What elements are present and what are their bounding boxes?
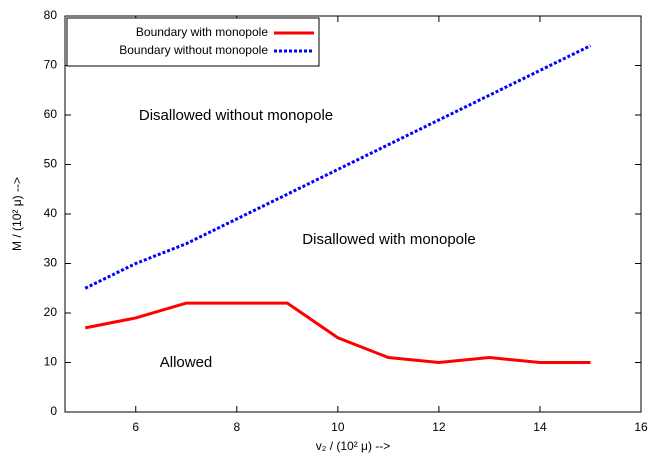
y-tick-label: 20	[44, 305, 58, 319]
annotation: Disallowed without monopole	[139, 107, 333, 124]
y-tick-label: 10	[44, 355, 58, 369]
legend-label: Boundary without monopole	[119, 43, 268, 57]
y-tick-label: 50	[44, 157, 58, 171]
y-tick-label: 0	[50, 404, 57, 418]
x-tick-label: 16	[634, 420, 648, 434]
y-tick-label: 30	[44, 256, 58, 270]
x-axis-label: v₂ / (10² μ) -->	[316, 439, 391, 453]
x-tick-label: 12	[432, 420, 446, 434]
series-line	[84, 301, 591, 365]
plot-frame	[64, 15, 642, 413]
annotation: Disallowed with monopole	[302, 231, 475, 248]
y-axis-label: M / (10² μ) -->	[10, 177, 24, 251]
y-tick-label: 40	[44, 206, 58, 220]
legend-box	[66, 17, 320, 67]
y-tick-label: 80	[44, 8, 58, 22]
series-line	[84, 44, 592, 290]
legend-label: Boundary with monopole	[136, 25, 268, 39]
y-tick-label: 70	[44, 58, 58, 72]
x-tick-label: 6	[132, 420, 139, 434]
x-tick-label: 8	[233, 420, 240, 434]
annotation: Allowed	[160, 354, 213, 371]
x-tick-label: 10	[331, 420, 345, 434]
y-tick-label: 60	[44, 107, 58, 121]
x-tick-label: 14	[533, 420, 547, 434]
